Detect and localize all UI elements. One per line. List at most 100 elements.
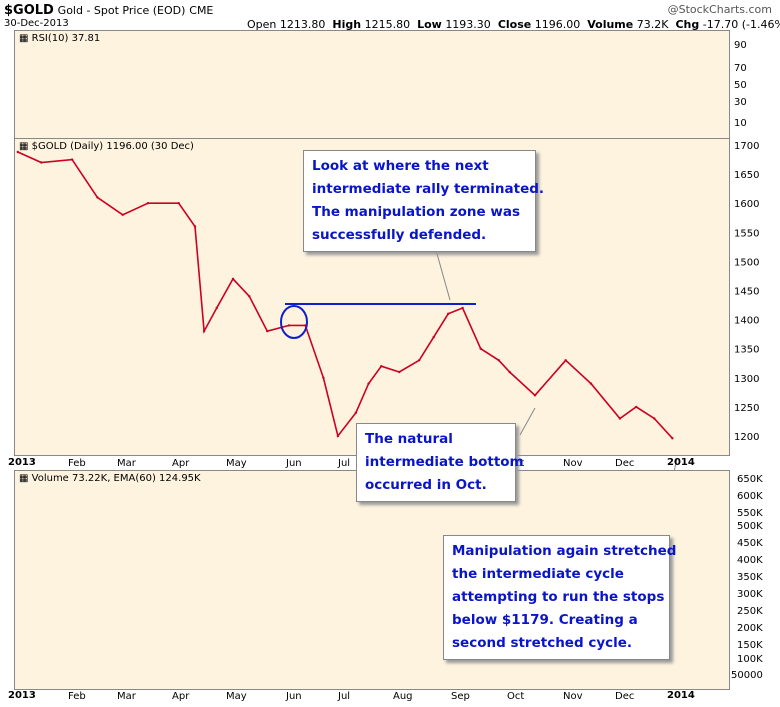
price-point [177, 202, 180, 205]
annotation-line: Manipulation again stretched [452, 543, 677, 559]
chart-header: $GOLD Gold - Spot Price (EOD) CME @Stock… [4, 3, 780, 31]
annotation-bottom: Manipulation again stretched the interme… [443, 535, 677, 660]
x-tick: May [226, 691, 247, 702]
rsi-tick: 90 [734, 40, 747, 51]
price-tick-label: 1600 [734, 199, 759, 210]
price-point [146, 202, 150, 205]
x-tick: May [226, 458, 247, 469]
annotation-line: The natural [365, 431, 453, 447]
x-tick: Aug [393, 691, 413, 702]
instrument-name: Gold - Spot Price (EOD) [57, 4, 186, 17]
volume-tick: 500K [737, 521, 763, 532]
price-point [671, 437, 674, 440]
price-tick-label: 1400 [734, 316, 759, 327]
price-point [653, 417, 656, 420]
annotation-line: below $1179. Creating a [452, 612, 638, 628]
x-tick: Apr [172, 458, 190, 469]
x-tick: Feb [68, 691, 86, 702]
price-tick-label: 1200 [734, 432, 759, 443]
price-tick-label: 1500 [734, 257, 759, 268]
price-point [266, 330, 269, 333]
volume-tick: 250K [737, 606, 763, 617]
price-tick-label: 1300 [734, 374, 759, 385]
price-point [589, 382, 593, 385]
annotation-middle: The natural intermediate bottom occurred… [356, 423, 524, 502]
volume-icon: ▦ [19, 473, 29, 484]
rsi-label: ▦ RSI(10) 37.81 [19, 33, 101, 44]
price-point [367, 382, 370, 385]
price-point [354, 411, 358, 414]
price-point [398, 370, 401, 374]
chart-date: 30-Dec-2013 [4, 18, 69, 29]
price-point [193, 225, 197, 228]
x-tick: 2014 [667, 690, 695, 701]
rsi-tick: 10 [734, 118, 747, 129]
price-point [231, 277, 235, 281]
x-tick: Nov [563, 458, 583, 469]
price-point [418, 359, 421, 362]
x-tick: 2014 [667, 457, 695, 468]
price-tick-label: 1350 [734, 345, 759, 356]
volume-tick: 450K [737, 538, 763, 549]
volume-tick: 300K [737, 589, 763, 600]
price-point [497, 359, 500, 362]
volume-label: ▦ Volume 73.22K, EMA(60) 124.95K [19, 473, 201, 484]
price-point [380, 365, 383, 368]
price-label: ▦ $GOLD (Daily) 1196.00 (30 Dec) [19, 141, 194, 152]
volume-tick: 100K [737, 654, 763, 665]
exchange: CME [189, 4, 214, 17]
annotation-line: attempting to run the stops [452, 589, 665, 605]
price-point [635, 405, 638, 409]
x-tick: Jul [338, 691, 351, 702]
x-tick: 2013 [8, 690, 36, 701]
price-point [215, 306, 218, 310]
rsi-tick: 30 [734, 97, 747, 108]
price-point [479, 347, 482, 350]
annotation-line: occurred in Oct. [365, 477, 487, 493]
annotation-line: successfully defended. [312, 227, 487, 243]
callout-pointer [519, 407, 536, 436]
price-icon: ▦ [19, 141, 29, 152]
volume-tick: 50000 [731, 670, 763, 681]
x-tick: Jun [286, 691, 302, 702]
price-tick-label: 1650 [734, 170, 759, 181]
x-tick: Oct [507, 691, 525, 702]
rsi-tick: 70 [734, 63, 747, 74]
price-point [287, 324, 291, 327]
price-point [447, 312, 450, 315]
volume-tick: 650K [737, 474, 763, 485]
rsi-panel: ▦ RSI(10) 37.81 [14, 30, 730, 139]
price-point [16, 150, 19, 154]
annotation-line: The manipulation zone was [312, 204, 520, 220]
price-point [40, 161, 43, 164]
annotation-line: second stretched cycle. [452, 635, 633, 651]
x-tick: Nov [563, 691, 583, 702]
brand-logo: @StockCharts.com [667, 3, 772, 16]
x-tick: Mar [117, 458, 136, 469]
price-point [70, 158, 74, 161]
volume-tick: 200K [737, 623, 763, 634]
price-point [121, 213, 124, 216]
price-point [564, 359, 567, 362]
x-tick: Feb [68, 458, 86, 469]
symbol: $GOLD [4, 3, 54, 18]
annotation-line: the intermediate cycle [452, 566, 624, 582]
x-tick: Mar [117, 691, 136, 702]
rsi-tick: 50 [734, 80, 747, 91]
x-tick: Jun [286, 458, 302, 469]
volume-tick: 350K [737, 572, 763, 583]
x-tick: Dec [615, 691, 635, 702]
price-tick-label: 1700 [734, 141, 759, 152]
price-point [508, 370, 511, 374]
price-point [533, 394, 537, 397]
annotation-line: intermediate rally terminated. [312, 181, 545, 197]
price-point [322, 376, 325, 379]
volume-tick: 600K [737, 491, 763, 502]
price-point [248, 295, 251, 298]
x-tick: Sep [451, 691, 470, 702]
price-point [202, 330, 206, 333]
price-point [461, 306, 464, 310]
volume-tick: 150K [737, 640, 763, 651]
volume-tick: 400K [737, 555, 763, 566]
price-tick-label: 1450 [734, 287, 759, 298]
